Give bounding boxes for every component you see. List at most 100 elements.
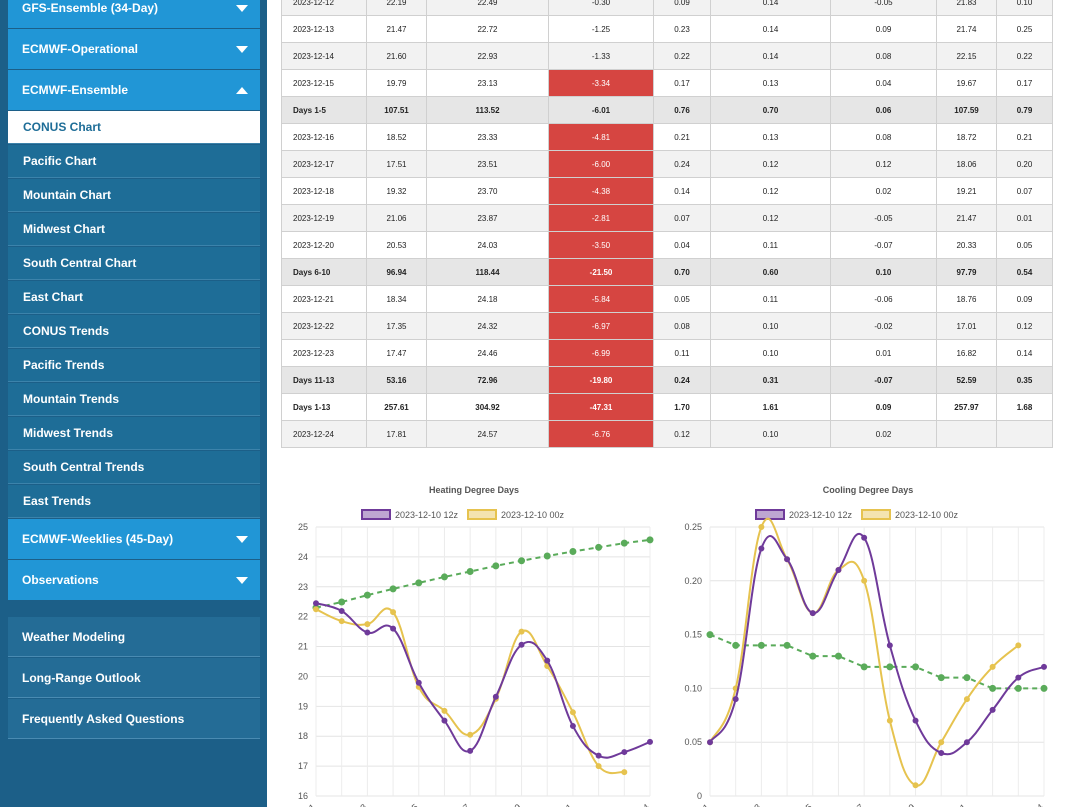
chevron-down-icon: [236, 46, 248, 53]
table-cell-c7: 16.82: [936, 339, 997, 367]
table-cell-c3: -1.25: [548, 15, 654, 43]
table-cell-c8: 0.21: [996, 123, 1053, 151]
nav-faq[interactable]: Frequently Asked Questions: [8, 699, 260, 739]
table-cell-c5: 0.14: [710, 15, 831, 43]
data-point: [809, 610, 816, 617]
table-cell-c6: 0.09: [830, 393, 937, 421]
table-cell-c2: 118.44: [426, 258, 549, 286]
table-cell-c8: 0.17: [996, 69, 1053, 97]
table-cell-c8: 0.22: [996, 42, 1053, 70]
table-cell-c1: 257.61: [366, 393, 427, 421]
table-cell-c5: 0.60: [710, 258, 831, 286]
data-point: [621, 749, 628, 756]
sidebar-item-conus-trends[interactable]: CONUS Trends: [8, 315, 260, 348]
nav-long-range-outlook[interactable]: Long-Range Outlook: [8, 658, 260, 698]
data-point: [389, 585, 397, 593]
table-cell-c6: -0.06: [830, 285, 937, 313]
data-point: [886, 663, 894, 671]
sidebar-item-mountain-trends[interactable]: Mountain Trends: [8, 383, 260, 416]
data-point: [621, 769, 628, 776]
table-cell-c3: -4.38: [548, 177, 654, 205]
menu-ecmwf-operational[interactable]: ECMWF-Operational: [8, 29, 260, 69]
data-point: [338, 618, 345, 625]
table-cell-c2: 24.32: [426, 312, 549, 340]
table-cell-date: 2023-12-13: [281, 15, 367, 43]
y-tick-label: 17: [298, 761, 308, 771]
sidebar-item-east-chart[interactable]: East Chart: [8, 281, 260, 314]
sidebar-item-pacific-trends[interactable]: Pacific Trends: [8, 349, 260, 382]
y-tick-label: 0: [697, 791, 702, 801]
table-cell-c1: 17.35: [366, 312, 427, 340]
table-cell-c6: -0.05: [830, 0, 937, 16]
table-cell-date: 2023-12-12: [281, 0, 367, 16]
nav-weather-modeling[interactable]: Weather Modeling: [8, 617, 260, 657]
sidebar-item-conus-chart[interactable]: CONUS Chart: [8, 111, 260, 144]
table-cell-c6: -0.07: [830, 231, 937, 259]
table-cell-c7: 19.21: [936, 177, 997, 205]
table-cell-c2: 24.57: [426, 420, 549, 448]
chevron-down-icon: [236, 5, 248, 12]
x-tick-label: 7: [855, 802, 865, 807]
data-point: [912, 717, 919, 724]
data-point: [466, 568, 474, 576]
sidebar-item-label: East Trends: [23, 494, 92, 508]
table-cell-date: 2023-12-24: [281, 420, 367, 448]
menu-ecmwf-weeklies[interactable]: ECMWF-Weeklies (45-Day): [8, 519, 260, 559]
data-point: [707, 739, 713, 746]
sidebar-item-mountain-chart[interactable]: Mountain Chart: [8, 179, 260, 212]
menu-label: ECMWF-Operational: [22, 42, 138, 56]
table-cell-c8: 0.14: [996, 339, 1053, 367]
table-cell-c5: 0.13: [710, 123, 831, 151]
data-point: [363, 591, 371, 599]
data-point: [1014, 684, 1022, 692]
table-cell-c2: 24.18: [426, 285, 549, 313]
sidebar-item-midwest-chart[interactable]: Midwest Chart: [8, 213, 260, 246]
data-point: [758, 545, 765, 552]
table-cell-c6: -0.02: [830, 312, 937, 340]
menu-ecmwf-ensemble[interactable]: ECMWF-Ensemble: [8, 70, 260, 110]
table-cell-c6: 0.12: [830, 150, 937, 178]
table-cell-c5: 0.10: [710, 339, 831, 367]
data-point: [834, 652, 842, 660]
series-line: [315, 602, 651, 759]
table-cell-date: 2023-12-19: [281, 204, 367, 232]
table-body: 2023-12-12 22.19 22.49 -0.30 0.09 0.14 -0.05 21…: [281, 0, 1053, 448]
table-cell-c5: 0.13: [710, 69, 831, 97]
data-point: [595, 543, 603, 551]
table-cell-c5: 0.14: [710, 42, 831, 70]
y-tick-label: 22: [298, 612, 308, 622]
sidebar-item-south-central-trends[interactable]: South Central Trends: [8, 451, 260, 484]
data-point: [1040, 684, 1048, 692]
y-tick-label: 0.05: [684, 737, 702, 747]
data-point: [757, 641, 765, 649]
table-cell-c1: 22.19: [366, 0, 427, 16]
sidebar-item-label: East Chart: [23, 290, 84, 304]
table-cell-c4: 0.07: [653, 204, 711, 232]
table-row: 2023-12-14 21.60 22.93 -1.33 0.22 0.14 0.08 22.…: [281, 42, 1053, 70]
table-cell-c4: 0.14: [653, 177, 711, 205]
table-row: 2023-12-12 22.19 22.49 -0.30 0.09 0.14 -0.05 21…: [281, 0, 1053, 16]
table-cell-c6: 0.09: [830, 15, 937, 43]
table-cell-c2: 22.72: [426, 15, 549, 43]
x-tick-label: 4: [1035, 802, 1045, 807]
sidebar-item-midwest-trends[interactable]: Midwest Trends: [8, 417, 260, 450]
table-cell-date: 2023-12-16: [281, 123, 367, 151]
data-point: [860, 663, 868, 671]
data-point: [569, 548, 577, 556]
table-cell-c4: 0.24: [653, 366, 711, 394]
table-cell-c1: 96.94: [366, 258, 427, 286]
menu-gfs-ensemble[interactable]: GFS-Ensemble (34-Day): [8, 0, 260, 28]
sidebar-item-south-central-chart[interactable]: South Central Chart: [8, 247, 260, 280]
sidebar-item-east-trends[interactable]: East Trends: [8, 485, 260, 518]
table-row: 2023-12-18 19.32 23.70 -4.38 0.14 0.12 0.02 19.…: [281, 177, 1053, 205]
legend-label: 2023-12-10 12z: [789, 510, 853, 520]
table-cell-c2: 24.03: [426, 231, 549, 259]
data-point: [543, 552, 551, 560]
data-point: [569, 709, 576, 716]
sidebar-item-pacific-chart[interactable]: Pacific Chart: [8, 145, 260, 178]
y-tick-label: 24: [298, 552, 308, 562]
table-cell-c4: 0.24: [653, 150, 711, 178]
table-cell-c7: 18.06: [936, 150, 997, 178]
table-cell-c4: 0.21: [653, 123, 711, 151]
menu-observations[interactable]: Observations: [8, 560, 260, 600]
